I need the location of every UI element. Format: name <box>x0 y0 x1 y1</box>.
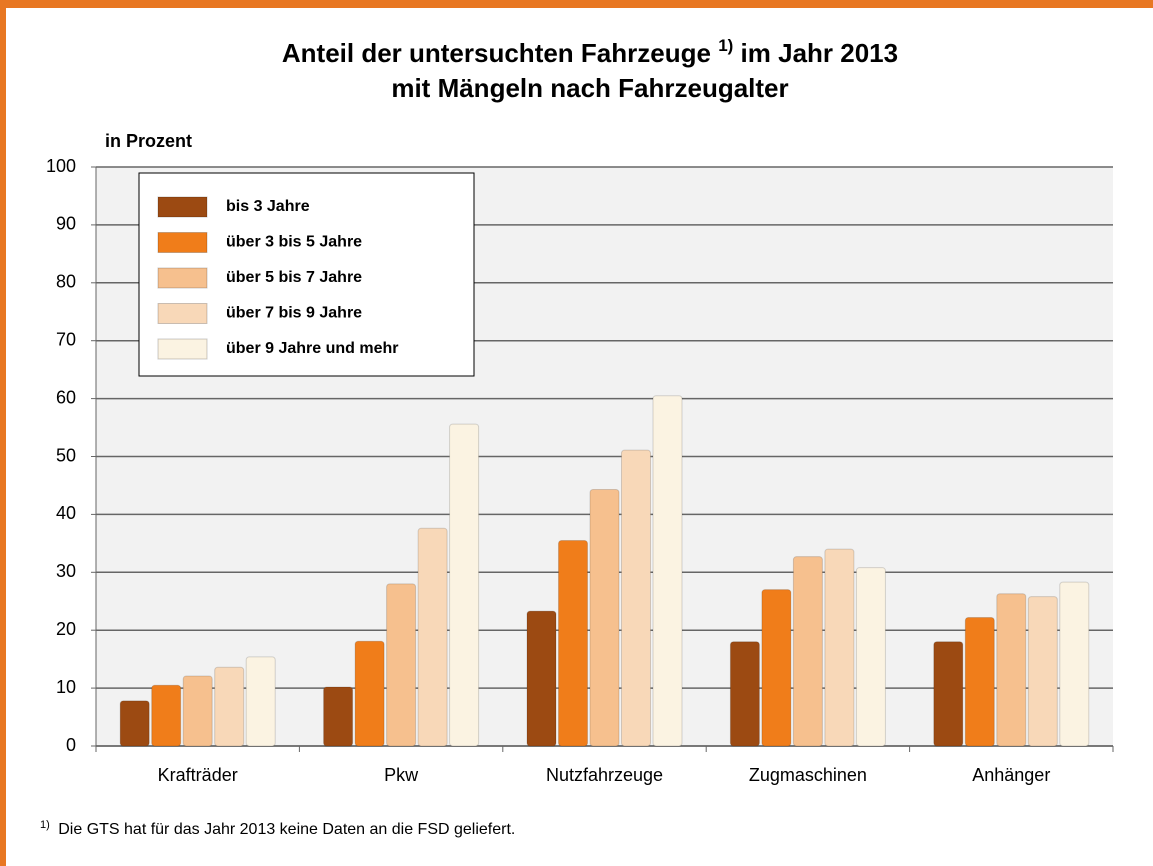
title-part: im Jahr 2013 <box>741 38 899 68</box>
bar <box>1059 581 1090 747</box>
bar <box>589 489 620 747</box>
bar <box>729 641 760 747</box>
x-tick-label: Krafträder <box>158 765 238 785</box>
bar <box>996 593 1027 747</box>
legend-label: über 3 bis 5 Jahre <box>226 234 362 251</box>
footnote: 1) Die GTS hat für das Jahr 2013 keine D… <box>40 816 515 838</box>
footnote-text: Die GTS hat für das Jahr 2013 keine Date… <box>58 821 515 838</box>
y-tick-label: 50 <box>56 445 76 465</box>
y-tick-label: 90 <box>56 214 76 234</box>
bar <box>621 449 651 747</box>
legend-label: bis 3 Jahre <box>226 198 310 215</box>
bar <box>245 656 276 747</box>
legend-label: über 9 Jahre und mehr <box>226 340 399 357</box>
y-tick-label: 40 <box>56 503 76 523</box>
bar <box>323 686 354 747</box>
y-tick-label: 100 <box>46 156 76 176</box>
bar <box>526 610 557 747</box>
footnote-marker: 1) <box>40 819 50 831</box>
bar <box>964 616 995 747</box>
bar <box>151 684 182 747</box>
frame-top <box>0 0 1153 8</box>
bar <box>182 675 213 747</box>
bar <box>558 539 588 747</box>
y-tick-label: 30 <box>56 561 76 581</box>
y-axis-label: in Prozent <box>105 131 192 151</box>
legend-label: über 7 bis 9 Jahre <box>226 305 362 322</box>
title-superscript: 1) <box>718 36 733 55</box>
bar <box>417 527 448 747</box>
legend-label: über 5 bis 7 Jahre <box>226 269 362 286</box>
bar <box>119 700 150 747</box>
x-tick-label: Zugmaschinen <box>749 765 867 785</box>
legend-swatch <box>157 232 208 253</box>
y-tick-label: 60 <box>56 387 76 407</box>
bar <box>933 641 964 747</box>
y-tick-label: 80 <box>56 272 76 292</box>
bar <box>386 583 417 747</box>
chart-title: Anteil der untersuchten Fahrzeuge 1) im … <box>282 30 898 68</box>
bar <box>652 395 683 747</box>
x-tick-label: Nutzfahrzeuge <box>546 765 663 785</box>
bar <box>855 567 886 747</box>
bar <box>449 423 480 747</box>
y-tick-label: 0 <box>66 735 76 755</box>
y-tick-label: 10 <box>56 677 76 697</box>
bar <box>792 556 823 747</box>
frame-left <box>0 0 6 866</box>
bar <box>1027 596 1058 747</box>
chart-title: mit Mängeln nach Fahrzeugalter <box>391 73 788 103</box>
legend-swatch <box>157 196 208 218</box>
x-tick-label: Pkw <box>384 765 419 785</box>
legend-swatch <box>157 267 208 289</box>
bar <box>354 640 385 747</box>
title-part: Anteil der untersuchten Fahrzeuge <box>282 38 711 68</box>
legend-swatch <box>157 303 208 324</box>
x-tick-label: Anhänger <box>972 765 1050 785</box>
legend-swatch <box>157 338 208 360</box>
bar <box>214 666 245 747</box>
y-tick-label: 70 <box>56 329 76 349</box>
bar <box>824 548 855 747</box>
bar <box>761 589 792 747</box>
y-tick-label: 20 <box>56 619 76 639</box>
